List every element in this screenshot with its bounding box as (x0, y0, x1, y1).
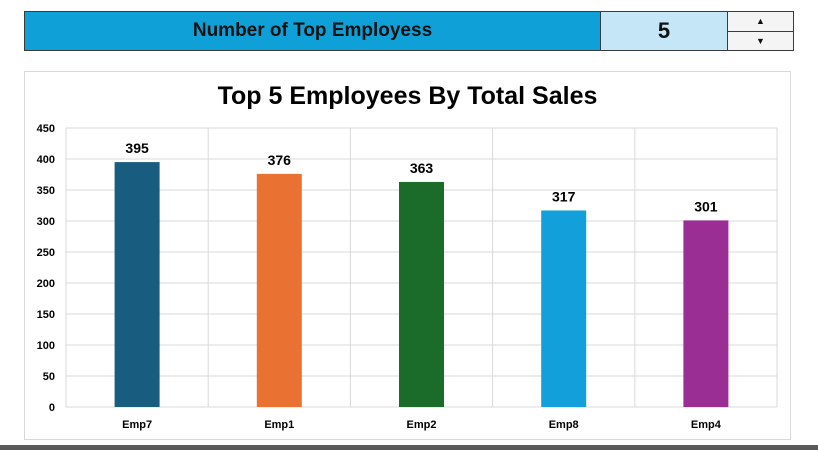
x-tick-label: Emp2 (407, 419, 437, 431)
bar (399, 181, 444, 407)
data-label: 376 (268, 152, 292, 168)
data-label: 317 (552, 188, 576, 204)
y-tick-label: 150 (37, 309, 55, 321)
triangle-up-icon: ▲ (756, 16, 765, 27)
bar (541, 210, 587, 407)
chart-area: Top 5 Employees By Total Sales 0 50 100 150… (24, 71, 791, 440)
x-tick-label: Emp4 (691, 419, 722, 431)
y-tick-label: 200 (37, 278, 55, 290)
top-count-value[interactable]: 5 (601, 12, 728, 50)
y-tick-label: 350 (37, 185, 55, 197)
top-count-spinner[interactable]: ▲ ▼ (728, 12, 793, 50)
top-count-control: Number of Top Employess 5 ▲ ▼ (24, 11, 794, 51)
y-tick-label: 450 (37, 123, 55, 135)
top-count-label: Number of Top Employess (25, 12, 601, 50)
data-label: 301 (694, 198, 718, 214)
y-tick-label: 400 (37, 154, 55, 166)
y-tick-label: 100 (37, 340, 55, 352)
y-tick-label: 50 (43, 371, 55, 383)
y-tick-label: 250 (37, 247, 55, 259)
bar (683, 220, 729, 407)
bar-chart: 0 50 100 150 200 250 300 350 400 450 395 Emp7 376 Emp… (37, 123, 778, 431)
data-label: 363 (410, 160, 434, 176)
bar (114, 162, 160, 407)
x-tick-label: Emp8 (549, 419, 579, 431)
x-tick-label: Emp1 (264, 419, 294, 431)
y-tick-label: 0 (49, 402, 55, 414)
bottom-divider (0, 445, 818, 450)
data-label: 395 (125, 140, 149, 156)
triangle-down-icon: ▼ (756, 35, 765, 46)
bar (256, 173, 302, 407)
chart-title: Top 5 Employees By Total Sales (217, 82, 598, 110)
x-tick-label: Emp7 (122, 419, 152, 431)
spin-up-button[interactable]: ▲ (728, 12, 793, 32)
spin-down-button[interactable]: ▼ (728, 32, 793, 51)
y-tick-label: 300 (37, 216, 55, 228)
